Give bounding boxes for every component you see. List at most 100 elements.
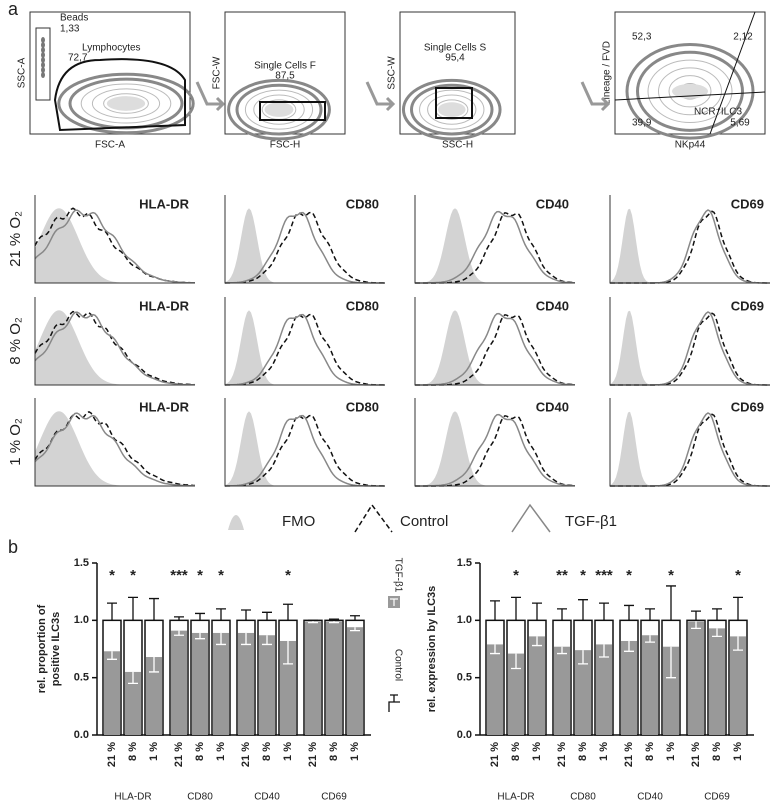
x-tick-label: 21 %	[690, 742, 702, 767]
cell-cloud	[227, 78, 331, 141]
error-bar	[195, 632, 205, 640]
gate-label: 95,4	[445, 53, 465, 64]
gate-label: 39,9	[632, 118, 652, 129]
axes	[414, 297, 575, 386]
y-tick-label: 0.5	[74, 672, 89, 684]
gate-label: 72,7	[68, 53, 88, 64]
cell-cloud	[427, 94, 477, 125]
cell-cloud	[668, 75, 712, 108]
y-tick-label: 0.0	[74, 729, 89, 741]
group-label: CD69	[704, 792, 730, 803]
x-tick-label: 21 %	[307, 742, 319, 767]
tgf-curve	[34, 209, 195, 284]
bead	[41, 72, 45, 78]
error-bar	[262, 635, 272, 646]
bar	[508, 653, 524, 735]
cell-cloud	[401, 78, 502, 141]
gate-label: Single Cells S	[424, 43, 487, 54]
cell-cloud	[636, 50, 744, 132]
error-bar	[599, 644, 609, 658]
axes	[34, 297, 195, 386]
error-bar	[216, 632, 226, 646]
error-bar	[350, 615, 360, 621]
fmo-curve	[225, 411, 385, 486]
error-bar	[107, 651, 117, 660]
x-tick-label: 1 %	[531, 742, 543, 761]
significance: *	[218, 567, 224, 584]
significance: *	[513, 567, 519, 584]
bar	[596, 644, 612, 735]
gate-label: 87,5	[275, 71, 295, 82]
error-bar	[645, 635, 655, 643]
gate	[53, 58, 186, 132]
error-bar	[329, 618, 339, 621]
significance: ***	[595, 567, 613, 584]
fmo-curve	[415, 411, 575, 486]
bar	[305, 621, 321, 735]
x-tick-label: 1 %	[732, 742, 744, 761]
fmo-curve	[415, 310, 575, 385]
bar	[688, 621, 704, 735]
x-tick-label: 8 %	[510, 742, 522, 761]
panel-label: a	[8, 0, 19, 19]
gate	[35, 27, 51, 101]
significance: **	[556, 567, 568, 584]
cell-cloud	[244, 89, 314, 130]
fmo-curve	[225, 310, 385, 385]
x-tick-label: 1 %	[282, 742, 294, 761]
error-bar	[350, 627, 360, 632]
arrow	[580, 81, 611, 112]
x-tick-label: 1 %	[598, 742, 610, 761]
group-label: CD69	[321, 792, 347, 803]
bar	[575, 650, 591, 735]
error-bar	[691, 621, 701, 630]
error-bar	[216, 608, 226, 621]
axes	[609, 297, 770, 386]
bar	[104, 651, 120, 735]
legend-swatch-ctrl	[388, 694, 400, 712]
cell-cloud	[57, 72, 195, 135]
error-bar	[557, 646, 567, 655]
axes	[224, 398, 385, 487]
error-bar	[283, 640, 293, 665]
error-bar	[645, 608, 655, 621]
significance: *	[130, 567, 136, 584]
bar	[487, 644, 503, 735]
group-label: HLA-DR	[497, 792, 534, 803]
y-tick-label: 0.0	[457, 729, 472, 741]
marker-label: CD80	[346, 196, 379, 211]
tgf-curve	[415, 312, 576, 386]
error-bar	[666, 585, 676, 621]
bar	[125, 671, 141, 735]
tgf-curve	[34, 311, 195, 386]
x-tick-label: 8 %	[261, 742, 273, 761]
group-label: CD80	[570, 792, 596, 803]
bar	[259, 635, 275, 735]
error-bar	[195, 612, 205, 621]
error-bar	[283, 603, 293, 621]
significance: *	[109, 567, 115, 584]
y-axis-label: SSC-A	[17, 57, 28, 88]
cell-cloud	[658, 67, 722, 116]
axes	[34, 195, 195, 284]
cell-core	[437, 102, 466, 117]
gate	[614, 91, 766, 101]
marker-label: HLA-DR	[139, 196, 189, 211]
error-bar	[733, 596, 743, 621]
axes	[609, 398, 770, 487]
cell-core	[672, 83, 708, 99]
bar	[347, 627, 363, 735]
x-tick-label: 1 %	[215, 742, 227, 761]
legend-tgf	[511, 503, 551, 533]
error-bar	[599, 602, 609, 621]
axes	[609, 195, 770, 284]
legend-control	[354, 503, 393, 533]
gate-label: Single Cells F	[254, 61, 316, 72]
arrow	[365, 81, 396, 112]
bead	[41, 47, 45, 53]
y-axis-label: rel. expression by ILC3s	[426, 586, 438, 713]
x-axis-label: NKp44	[675, 140, 706, 151]
bar	[171, 630, 187, 735]
cell-cloud	[80, 83, 172, 124]
y-axis-label: rel. proportion of	[36, 604, 48, 693]
